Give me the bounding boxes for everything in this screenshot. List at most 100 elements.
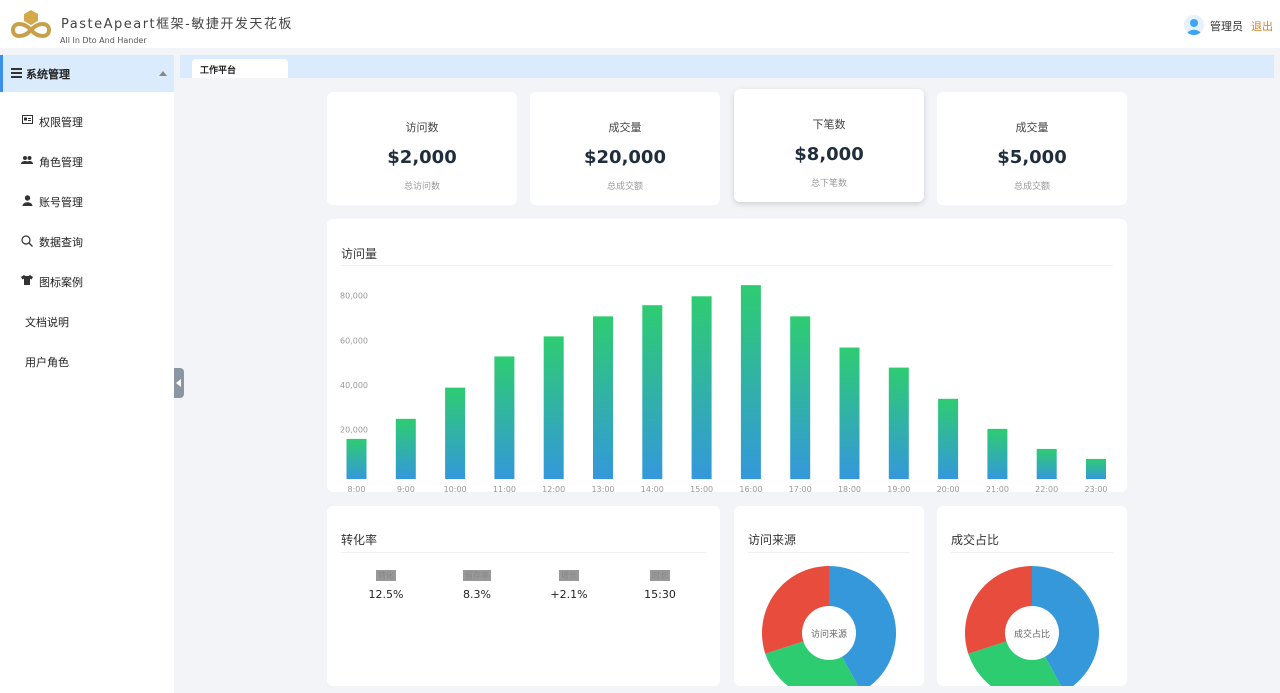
metric-label: 留存率 <box>463 570 491 581</box>
brand-subtitle: All In Dto And Hander <box>60 36 147 45</box>
sidebar-item-icon-examples[interactable]: 图标案例 <box>0 265 174 297</box>
sidebar-collapse-handle[interactable] <box>174 368 184 398</box>
y-tick-label: 60,000 <box>340 336 368 345</box>
bar <box>1036 448 1057 479</box>
bar <box>445 387 466 479</box>
bar <box>346 438 367 479</box>
sidebar-group-system[interactable]: 系统管理 <box>0 55 174 92</box>
bar <box>642 305 663 479</box>
tab-label: 工作平台 <box>200 66 237 76</box>
stat-title: 成交量 <box>1015 121 1049 134</box>
sidebar-item-user-roles[interactable]: 用户角色 <box>0 345 174 377</box>
bar <box>888 367 909 479</box>
conversion-card-title: 转化率 <box>341 533 378 547</box>
bar <box>395 418 416 479</box>
bar <box>839 347 860 479</box>
stat-value: $2,000 <box>387 147 457 168</box>
bar <box>691 296 712 479</box>
metric-value: 8.3% <box>463 588 491 601</box>
x-tick-label: 17:00 <box>789 485 812 492</box>
x-tick-label: 14:00 <box>641 485 664 492</box>
deal-ratio-card: 成交占比 成交占比 <box>937 506 1127 686</box>
sidebar-item-roles[interactable]: 角色管理 <box>0 145 174 177</box>
user-icon <box>21 195 33 207</box>
x-tick-label: 16:00 <box>739 485 762 492</box>
stat-title: 访问数 <box>405 121 439 134</box>
donut-hole <box>802 606 856 660</box>
tab-workbench[interactable]: 工作平台 <box>192 59 288 78</box>
user-name: 管理员 <box>1210 20 1243 33</box>
pie-slice <box>829 566 896 686</box>
x-tick-label: 11:00 <box>493 485 516 492</box>
metric-label: 增长 <box>559 570 579 581</box>
metric-label: 转化 <box>376 570 396 581</box>
stat-subtitle: 总成交额 <box>606 182 643 192</box>
metric-value: 12.5% <box>368 588 404 601</box>
source-donut-chart <box>762 566 896 686</box>
y-tick-label: 20,000 <box>340 425 368 434</box>
visits-bar-chart: 20,000 40,000 60,000 80,000 8:00 9:00 10:00 11:… <box>340 285 1108 492</box>
sidebar-item-label: 角色管理 <box>39 156 83 169</box>
conversion-metrics: 转化 12.5% 留存率 8.3% 增长 +2.1% 时长 15:30 <box>327 567 720 607</box>
sidebar-item-permissions[interactable]: 权限管理 <box>0 105 174 137</box>
conversion-metric: 转化 12.5% <box>346 567 426 601</box>
search-icon <box>21 235 33 247</box>
x-tick-label: 21:00 <box>986 485 1009 492</box>
card-divider <box>341 265 1113 266</box>
sidebar-item-data-query[interactable]: 数据查询 <box>0 225 174 257</box>
stat-value: $8,000 <box>794 144 864 165</box>
x-tick-label: 10:00 <box>444 485 467 492</box>
sidebar-item-label: 账号管理 <box>39 196 83 209</box>
source-card-title: 访问来源 <box>748 533 797 547</box>
stat-subtitle: 总下笔数 <box>810 179 847 189</box>
bar <box>740 285 761 479</box>
stat-title: 下笔数 <box>812 118 846 131</box>
sidebar-item-label: 文档说明 <box>25 316 69 329</box>
conversion-card: 转化率 转化 12.5% 留存率 8.3% 增长 +2.1% 时长 15:30 <box>327 506 720 686</box>
x-tick-label: 12:00 <box>542 485 565 492</box>
logout-link[interactable]: 退出 <box>1251 20 1273 33</box>
bar <box>938 398 959 479</box>
tab-bar: 工作平台 <box>180 55 1274 78</box>
x-tick-label: 20:00 <box>937 485 960 492</box>
users-icon <box>21 155 33 167</box>
bar <box>790 316 811 479</box>
metric-value: 15:30 <box>644 588 676 601</box>
conversion-metric: 留存率 8.3% <box>437 567 517 601</box>
stat-subtitle: 总成交额 <box>1013 182 1050 192</box>
top-header: PasteApeart框架-敏捷开发天花板 All In Dto And Han… <box>0 0 1280 48</box>
brand-title: PasteApeart框架-敏捷开发天花板 <box>61 17 293 32</box>
donut-center-label: 成交占比 <box>1013 630 1050 640</box>
shirt-icon <box>21 275 33 287</box>
sidebar-item-label: 数据查询 <box>39 236 83 249</box>
metric-value: +2.1% <box>550 588 588 601</box>
conversion-metric: 增长 +2.1% <box>529 567 609 601</box>
avatar[interactable] <box>1184 15 1204 35</box>
x-tick-label: 19:00 <box>887 485 910 492</box>
source-card: 访问来源 访问来源 <box>734 506 924 686</box>
sidebar-group-label: 系统管理 <box>26 68 70 81</box>
x-tick-label: 9:00 <box>397 485 415 492</box>
card-divider <box>748 552 910 553</box>
stat-value: $20,000 <box>584 147 666 168</box>
user-avatar-icon <box>1187 19 1201 35</box>
caret-up-icon <box>159 71 167 76</box>
y-tick-label: 40,000 <box>340 381 368 390</box>
stat-card-deals-2: 成交量 $5,000 总成交额 <box>937 92 1127 205</box>
x-tick-label: 8:00 <box>348 485 366 492</box>
stat-card-deals: 成交量 $20,000 总成交额 <box>530 92 720 205</box>
id-card-icon <box>21 115 33 127</box>
x-tick-label: 18:00 <box>838 485 861 492</box>
x-tick-label: 22:00 <box>1035 485 1058 492</box>
x-tick-label: 13:00 <box>591 485 614 492</box>
stat-title: 成交量 <box>608 121 642 134</box>
bar <box>1086 458 1106 479</box>
card-divider <box>951 552 1113 553</box>
sidebar-item-accounts[interactable]: 账号管理 <box>0 185 174 217</box>
donut-hole <box>1005 606 1059 660</box>
sidebar-item-docs[interactable]: 文档说明 <box>0 305 174 337</box>
brand-logo <box>10 10 52 38</box>
stat-card-orders: 下笔数 $8,000 总下笔数 <box>734 89 924 202</box>
stat-subtitle: 总访问数 <box>403 182 440 192</box>
x-tick-label: 15:00 <box>690 485 713 492</box>
